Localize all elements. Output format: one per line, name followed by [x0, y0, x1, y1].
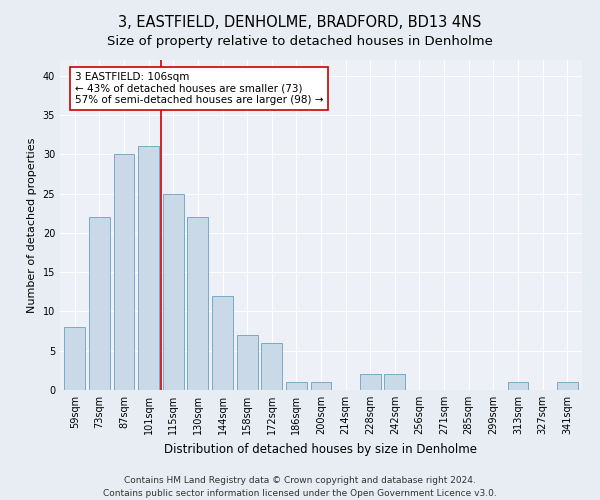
Bar — [64, 327, 85, 390]
Bar — [113, 154, 134, 390]
Bar — [89, 217, 110, 390]
X-axis label: Distribution of detached houses by size in Denholme: Distribution of detached houses by size … — [164, 442, 478, 456]
Bar — [311, 382, 331, 390]
Bar — [286, 382, 307, 390]
Bar — [360, 374, 381, 390]
Bar — [385, 374, 406, 390]
Text: Contains HM Land Registry data © Crown copyright and database right 2024.
Contai: Contains HM Land Registry data © Crown c… — [103, 476, 497, 498]
Text: 3, EASTFIELD, DENHOLME, BRADFORD, BD13 4NS: 3, EASTFIELD, DENHOLME, BRADFORD, BD13 4… — [118, 15, 482, 30]
Bar — [138, 146, 159, 390]
Text: 3 EASTFIELD: 106sqm
← 43% of detached houses are smaller (73)
57% of semi-detach: 3 EASTFIELD: 106sqm ← 43% of detached ho… — [75, 72, 323, 105]
Bar — [163, 194, 184, 390]
Bar — [187, 217, 208, 390]
Y-axis label: Number of detached properties: Number of detached properties — [27, 138, 37, 312]
Text: Size of property relative to detached houses in Denholme: Size of property relative to detached ho… — [107, 35, 493, 48]
Bar — [236, 335, 257, 390]
Bar — [212, 296, 233, 390]
Bar — [508, 382, 529, 390]
Bar — [261, 343, 282, 390]
Bar — [557, 382, 578, 390]
